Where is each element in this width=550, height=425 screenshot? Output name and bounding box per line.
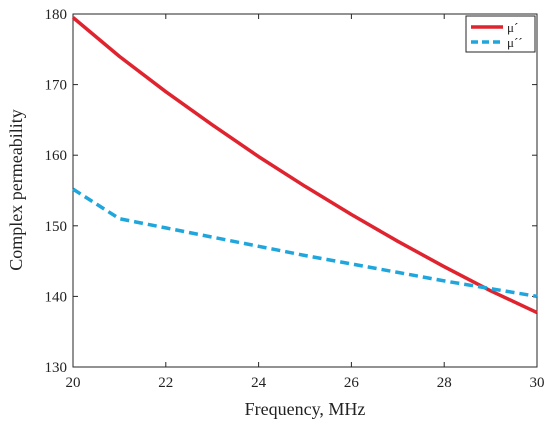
y-tick-label: 150	[45, 219, 68, 235]
x-tick-label: 20	[66, 375, 81, 391]
legend-label-1: μ´	[507, 20, 518, 35]
y-tick-label: 170	[45, 78, 68, 94]
x-tick-label: 30	[530, 375, 545, 391]
y-tick-label: 160	[45, 148, 68, 164]
y-axis-label: Complex permeability	[6, 109, 26, 270]
y-tick-label: 180	[45, 7, 68, 23]
y-tick-label: 140	[45, 289, 68, 305]
x-axis-label: Frequency, MHz	[245, 399, 366, 419]
series-line-2	[72, 187, 538, 299]
series-line-1	[71, 16, 538, 315]
x-tick-label: 26	[344, 375, 360, 391]
plot-area	[72, 13, 538, 368]
series-layer	[71, 16, 538, 315]
axis-ticks: 20 22 24 26 28 30 130 140 150 160 170 180	[45, 7, 545, 391]
x-tick-label: 28	[437, 375, 452, 391]
x-tick-label: 22	[158, 375, 173, 391]
legend: μ´μ´´	[465, 15, 536, 53]
legend-label-2: μ´´	[507, 35, 523, 50]
y-tick-label: 130	[45, 360, 68, 376]
legend-box	[465, 15, 536, 53]
x-tick-label: 24	[251, 375, 267, 391]
